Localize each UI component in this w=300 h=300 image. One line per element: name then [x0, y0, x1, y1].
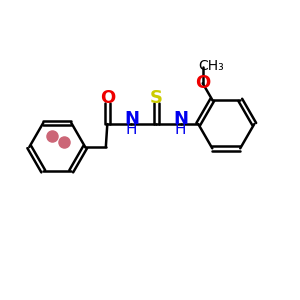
Text: N: N [173, 110, 188, 128]
Text: O: O [100, 89, 115, 107]
Text: S: S [150, 89, 163, 107]
Text: CH₃: CH₃ [198, 58, 224, 73]
Text: O: O [195, 74, 210, 92]
Text: N: N [124, 110, 139, 128]
Text: H: H [175, 122, 186, 137]
Text: H: H [126, 122, 137, 137]
